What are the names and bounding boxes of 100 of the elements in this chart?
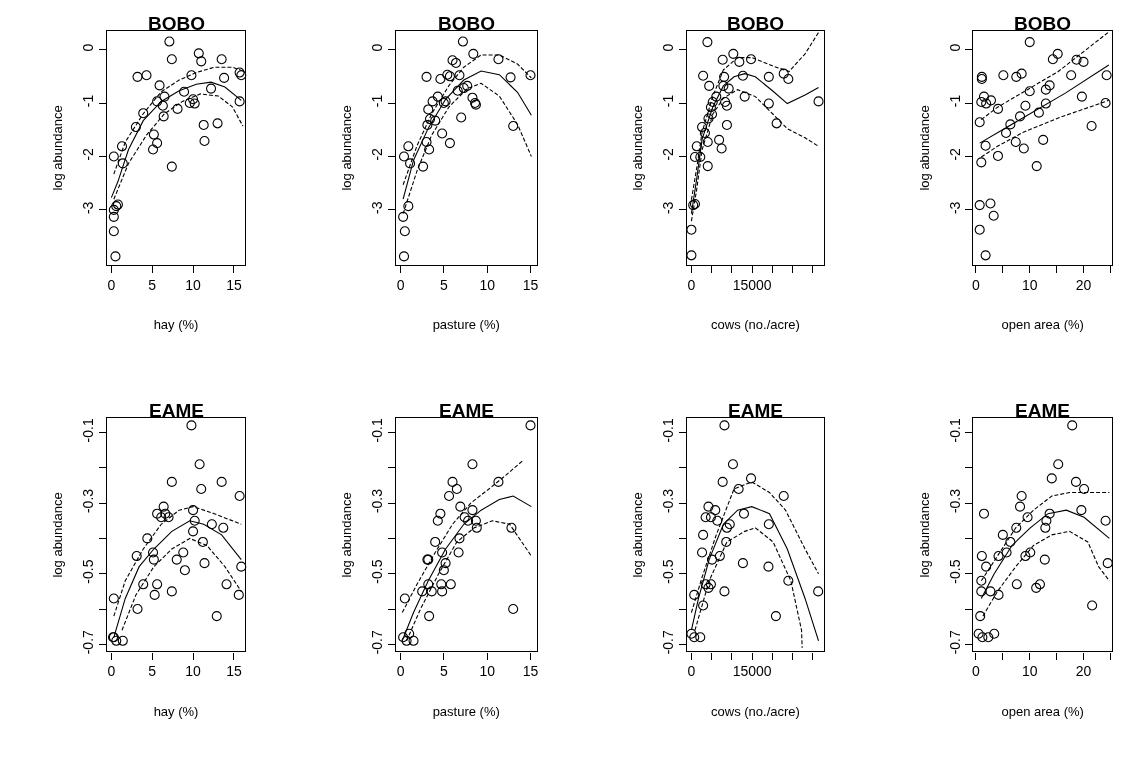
point [992,150,1004,161]
point [189,515,200,526]
point [152,579,163,590]
y-axis-title: log abundance [339,105,355,191]
point [699,127,710,138]
point [166,54,177,65]
point [698,70,709,81]
point [408,635,419,646]
point [437,547,448,558]
x-tick-label: 15 [522,276,539,293]
point [525,70,536,81]
point [1005,536,1016,547]
point [1071,54,1082,65]
y-tick-label: -0.3 [80,488,97,514]
y-tick-label: -0.3 [946,488,963,514]
point [1022,512,1033,523]
point [689,632,700,643]
point [691,141,702,152]
point [1039,554,1050,565]
point [1040,98,1051,109]
point [212,118,223,129]
y-tick-label: -1 [946,94,963,108]
point [424,144,435,155]
point [783,575,794,586]
point [1020,551,1031,562]
point [437,586,448,597]
point [1067,420,1078,431]
point [1076,505,1087,516]
point [205,83,217,94]
point [130,122,141,133]
point [430,115,441,126]
point [985,95,997,106]
point [108,211,119,222]
point [427,96,438,107]
y-axis-title: log abundance [630,492,646,578]
point [706,109,718,120]
y-tick-label: -0.7 [946,629,963,655]
point [1087,600,1098,611]
point [398,151,410,162]
point [700,512,711,523]
x-axis-title: open area (%) [1001,317,1084,333]
point [148,554,159,565]
x-axis-title: hay (%) [153,317,199,333]
y-tick-label: 0 [80,43,97,52]
y-axis-title: log abundance [339,492,355,578]
point [778,68,789,79]
point [734,56,745,67]
point [714,134,725,145]
point [976,586,987,597]
point [462,80,473,91]
point [108,593,119,604]
point [695,151,706,163]
x-tick-label: 0 [107,276,116,293]
point [689,589,700,600]
point [686,250,697,261]
point [985,198,996,209]
point [1076,91,1087,102]
point [1086,120,1097,132]
point [186,420,197,431]
x-tick-label: 5 [439,276,448,293]
point [1010,136,1021,148]
x-tick-label: 15 [226,663,242,680]
point [159,91,170,102]
point [188,94,199,105]
point [719,586,730,597]
point [508,120,519,132]
x-tick-label: 15 [226,276,242,293]
x-tick-label: 0 [972,276,981,293]
point [423,104,434,115]
point [976,157,987,168]
point [423,579,434,590]
y-tick-label: -2 [946,147,963,161]
point [430,536,441,547]
point [737,70,748,81]
point [193,48,204,59]
point [998,70,1009,81]
point [405,158,416,169]
y-tick-label: -2 [369,147,386,161]
line-series [113,506,242,617]
point [702,37,713,48]
point [131,551,142,562]
point [702,136,713,148]
point [426,586,437,597]
point [234,96,245,107]
point [997,529,1008,540]
point [720,96,731,107]
point [163,512,174,523]
chart-title: EAME [439,400,494,421]
x-tick-label: 10 [1021,663,1038,680]
point [1014,111,1026,122]
point [739,91,750,102]
point [447,55,458,66]
point [436,579,447,590]
point [467,92,478,103]
point [712,515,723,526]
x-tick-label: 0 [972,663,981,680]
x-tick-label: 0 [687,276,696,293]
y-axis-title: log abundance [630,105,646,191]
point [424,114,436,125]
point [455,501,466,512]
